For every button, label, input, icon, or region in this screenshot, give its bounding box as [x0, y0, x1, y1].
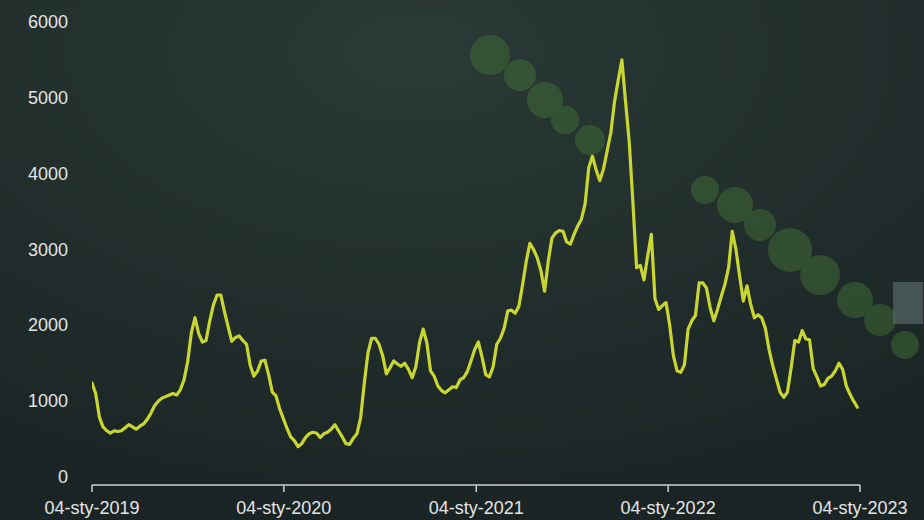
y-tick-label: 6000 — [28, 12, 68, 32]
decoration-blob — [744, 209, 776, 241]
y-tick-label: 0 — [58, 467, 68, 487]
y-tick-label: 5000 — [28, 88, 68, 108]
decoration-blob — [800, 255, 840, 295]
x-tick — [283, 485, 285, 492]
decoration-house — [893, 282, 923, 324]
x-tick-label: 04-sty-2022 — [621, 498, 716, 518]
y-tick-label: 4000 — [28, 164, 68, 184]
decoration-blob — [551, 106, 579, 134]
data-line — [92, 60, 857, 447]
plot-area — [92, 60, 857, 447]
decoration-blob — [691, 176, 719, 204]
decoration-blob — [504, 59, 536, 91]
x-tick-label: 04-sty-2021 — [429, 498, 524, 518]
x-tick — [91, 485, 93, 492]
decoration-blob — [891, 331, 919, 359]
x-tick — [667, 485, 669, 492]
y-tick-label: 3000 — [28, 240, 68, 260]
x-tick-label: 04-sty-2020 — [236, 498, 331, 518]
background — [0, 0, 924, 520]
x-axis: 04-sty-2019 04-sty-2020 04-sty-2021 04-sty-… — [44, 485, 907, 518]
y-tick-label: 1000 — [28, 391, 68, 411]
decoration-blob — [470, 35, 510, 75]
y-tick-label: 2000 — [28, 315, 68, 335]
x-tick — [859, 485, 861, 492]
y-axis: 0 1000 2000 3000 4000 5000 6000 — [28, 12, 90, 487]
x-tick-label: 04-sty-2023 — [812, 498, 907, 518]
decoration-blob — [864, 304, 896, 336]
decoration-blob — [575, 125, 605, 155]
page: {"chart_data": {"type": "line", "color":… — [0, 0, 924, 520]
x-tick — [476, 485, 478, 492]
chart: 010002000300040005000600004-sty-201904-s… — [0, 0, 924, 520]
x-tick-label: 04-sty-2019 — [44, 498, 139, 518]
